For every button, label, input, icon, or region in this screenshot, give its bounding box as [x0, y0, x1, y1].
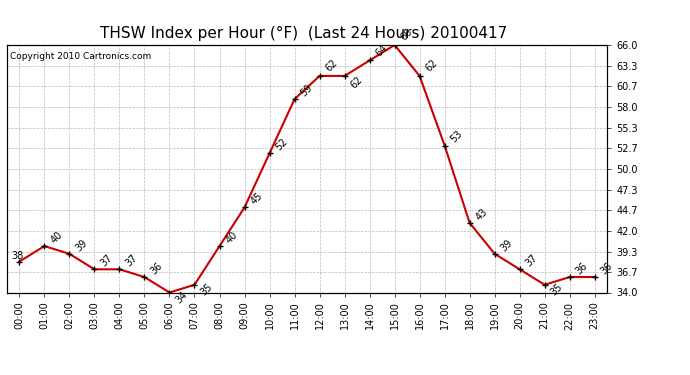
- Text: 59: 59: [299, 82, 315, 98]
- Text: 38: 38: [11, 251, 23, 261]
- Text: 36: 36: [599, 261, 615, 276]
- Text: 39: 39: [74, 237, 89, 253]
- Text: 43: 43: [474, 206, 489, 222]
- Text: 35: 35: [199, 282, 215, 298]
- Text: 62: 62: [348, 75, 364, 90]
- Text: 37: 37: [99, 253, 115, 268]
- Text: 64: 64: [374, 43, 389, 58]
- Text: 39: 39: [499, 237, 515, 253]
- Text: 62: 62: [424, 58, 440, 74]
- Text: 36: 36: [148, 261, 164, 276]
- Text: 37: 37: [124, 253, 139, 268]
- Text: 34: 34: [174, 290, 189, 306]
- Text: 45: 45: [248, 191, 264, 207]
- Text: 53: 53: [448, 129, 464, 145]
- Text: 37: 37: [524, 253, 540, 268]
- Text: 40: 40: [224, 230, 239, 245]
- Text: 36: 36: [574, 261, 589, 276]
- Text: 35: 35: [549, 282, 564, 298]
- Text: 40: 40: [48, 230, 64, 245]
- Text: 52: 52: [274, 136, 290, 153]
- Text: 62: 62: [324, 58, 339, 74]
- Text: THSW Index per Hour (°F)  (Last 24 Hours) 20100417: THSW Index per Hour (°F) (Last 24 Hours)…: [100, 26, 507, 41]
- Text: Copyright 2010 Cartronics.com: Copyright 2010 Cartronics.com: [10, 53, 151, 62]
- Text: 66: 66: [399, 27, 415, 43]
